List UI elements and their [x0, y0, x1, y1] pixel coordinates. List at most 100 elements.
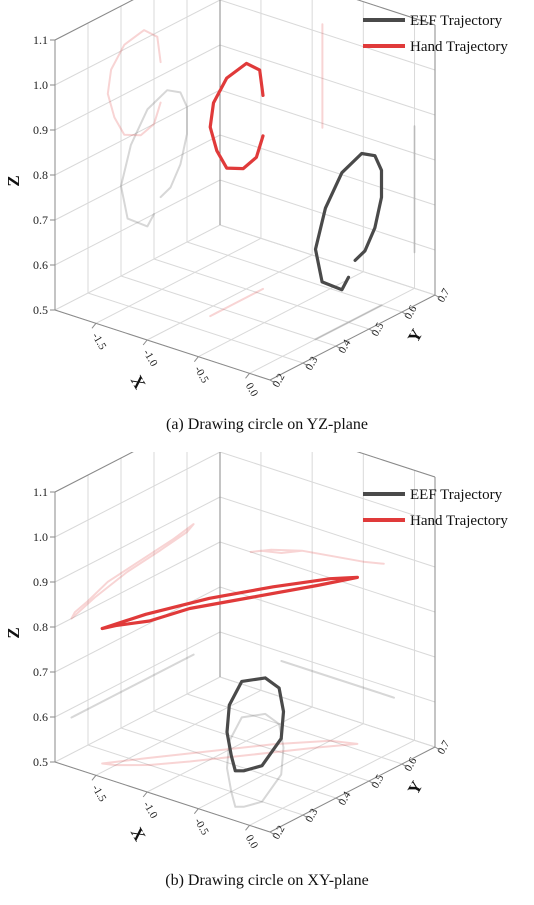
chart-a-gridline-x-floor: [249, 287, 415, 374]
chart-b-gridline-y-floor: [87, 744, 304, 816]
chart-b-x-tick-label: -0.5: [192, 816, 211, 838]
chart-b-y-tick-label: 0.7: [435, 738, 453, 756]
chart-a-series-line-hand: [208, 61, 265, 171]
chart-b-gridline-z-left: [54, 676, 221, 763]
chart-b-x-tick-label: -1.0: [141, 800, 160, 822]
chart-a-x-tick-label: -0.5: [192, 364, 211, 386]
chart-a-gridline-z-left: [54, 89, 221, 176]
chart-b-x-tick: [193, 808, 199, 814]
chart-b-gridline-y-floor: [219, 676, 436, 748]
chart-b-x-tick-label: -1.5: [89, 783, 108, 805]
chart-b-top-right-edge: [356, 452, 436, 478]
chart-b-legend-label: EEF Trajectory: [410, 487, 503, 503]
chart-a-y-tick-label: 0.7: [435, 286, 453, 304]
chart-b-gridline-z-back: [219, 452, 436, 523]
chart-b-y-tick: [302, 814, 309, 819]
chart-a-gridline-y-floor: [87, 292, 304, 364]
chart-a-gridline-z-left: [54, 44, 221, 131]
chart-b-caption: (b) Drawing circle on XY-plane: [165, 872, 369, 889]
chart-b-y-axis-title: Y: [404, 778, 427, 798]
chart-b-series-line-hand: [100, 575, 359, 631]
chart-b-z-tick-label: 0.5: [33, 755, 48, 769]
chart-a-y-tick-label: 0.4: [336, 337, 354, 355]
chart-a-x-tick: [245, 373, 250, 379]
chart-b-x-tick: [91, 775, 97, 781]
chart-b-x-axis-line: [54, 761, 271, 833]
chart-a-y-tick-label: 0.5: [369, 320, 387, 338]
chart-a-series-0-floor-projection: [314, 304, 383, 341]
chart-a-series: [106, 23, 416, 341]
chart-a-y-tick: [368, 328, 375, 333]
chart-a-gridline-z-left: [54, 134, 221, 221]
chart-a-y-axis-title: Y: [404, 326, 427, 346]
chart-a-y-tick: [302, 362, 309, 367]
chart-b-gridline-z-left: [54, 541, 221, 628]
chart-a-plot: 0.5 0.6 0.7 0.8 0.9 1.0 1.1 0.2 0.3 0.4 0.5 0.6 0.7 -…: [4, 0, 508, 399]
chart-b-series-line-eef: [225, 676, 286, 773]
chart-panel-a: 0.5 0.6 0.7 0.8 0.9 1.0 1.1 0.2 0.3 0.4 0.5 0.6 0.7 -…: [0, 0, 534, 452]
chart-b-gridline-x-floor: [95, 689, 262, 776]
chart-b-gridline-z-left: [54, 586, 221, 673]
chart-a-y-tick: [335, 345, 342, 350]
chart-a-series-1-wall-x-projection: [106, 29, 162, 137]
chart-b-gridline-y-floor: [186, 693, 403, 765]
chart-b-x-tick: [245, 825, 250, 831]
chart-b-y-tick: [335, 797, 342, 802]
chart-b-y-axis-line: [269, 746, 436, 833]
chart-a-top-left-edge: [54, 0, 134, 41]
chart-b-y-tick: [269, 831, 276, 836]
chart-a-top-right-edge: [356, 0, 436, 26]
chart-a-gridline-z-back: [219, 0, 436, 71]
chart-b-y-tick-label: 0.2: [270, 824, 287, 842]
chart-b-series-0-wall-x-projection: [70, 653, 195, 719]
chart-b-y-tick: [401, 763, 408, 768]
chart-a-y-tick-label: 0.3: [303, 354, 321, 372]
chart-a-y-tick-label: 0.6: [402, 303, 420, 321]
chart-b-z-axis-title: Z: [4, 627, 23, 638]
chart-a-z-axis-title: Z: [4, 175, 23, 186]
chart-b-y-tick: [368, 780, 375, 785]
chart-b-z-tick-label: 1.0: [33, 530, 48, 544]
chart-a-x-axis-line: [54, 309, 271, 381]
chart-a-gridline-z-back: [219, 89, 436, 161]
chart-b-z-tick-label: 0.8: [33, 620, 48, 634]
chart-a-series-0-wall-x-projection: [120, 89, 188, 228]
chart-a-gridline-y-floor: [219, 224, 436, 296]
chart-a-y-tick-label: 0.2: [270, 372, 287, 390]
chart-b-series-0-wall-y-projection: [280, 660, 395, 699]
chart-b-gridline-y-floor: [153, 710, 370, 782]
chart-a-gridline-z-left: [54, 0, 221, 86]
chart-a-y-tick: [434, 294, 441, 299]
chart-b-gridline-z-back: [219, 541, 436, 613]
chart-b-y-tick-label: 0.6: [402, 755, 420, 773]
chart-a-gridline-x-floor: [146, 254, 313, 341]
chart-a-series-1-floor-projection: [209, 287, 264, 318]
chart-b-z-tick-label: 0.9: [33, 575, 48, 589]
chart-b-axes: 0.5 0.6 0.7 0.8 0.9 1.0 1.1 0.2 0.3 0.4 0.5 0.6 0.7 -…: [4, 452, 453, 851]
chart-b-gridline-y-floor: [120, 727, 337, 799]
chart-b-x-tick: [142, 791, 148, 798]
chart-a-z-tick-label: 0.5: [33, 303, 48, 317]
chart-a-gridline-z-back: [219, 134, 436, 206]
chart-a-axes: 0.5 0.6 0.7 0.8 0.9 1.0 1.1 0.2 0.3 0.4 0.5 0.6 0.7 -…: [4, 0, 453, 399]
chart-a-x-tick: [91, 323, 97, 329]
chart-b-series: [70, 523, 395, 808]
chart-a-z-tick-label: 0.6: [33, 258, 48, 272]
chart-b-series-0-floor-projection: [226, 712, 285, 808]
chart-b-gridline-z-left: [54, 452, 221, 538]
chart-b-series-1-wall-y-projection: [249, 548, 385, 565]
chart-panel-b: 0.5 0.6 0.7 0.8 0.9 1.0 1.1 0.2 0.3 0.4 0.5 0.6 0.7 -…: [0, 452, 534, 905]
chart-a-x-axis-title: X: [127, 372, 150, 393]
chart-a-gridline-y-floor: [120, 275, 337, 347]
chart-a-gridline-z-left: [54, 224, 221, 311]
chart-a-gridline-y-floor: [186, 241, 403, 313]
chart-b-series-1-wall-x-projection: [70, 523, 195, 620]
chart-a-y-tick: [401, 311, 408, 316]
chart-a-x-tick-label: -1.0: [141, 348, 160, 370]
chart-a-gridline-x-floor: [95, 237, 262, 324]
chart-a-series-line-eef: [313, 151, 384, 292]
chart-a-y-axis-line: [269, 294, 436, 381]
chart-b-top-left-edge: [54, 452, 134, 493]
chart-b-series-1-floor-projection: [101, 739, 359, 767]
chart-b-gridline-z-left: [54, 496, 221, 583]
